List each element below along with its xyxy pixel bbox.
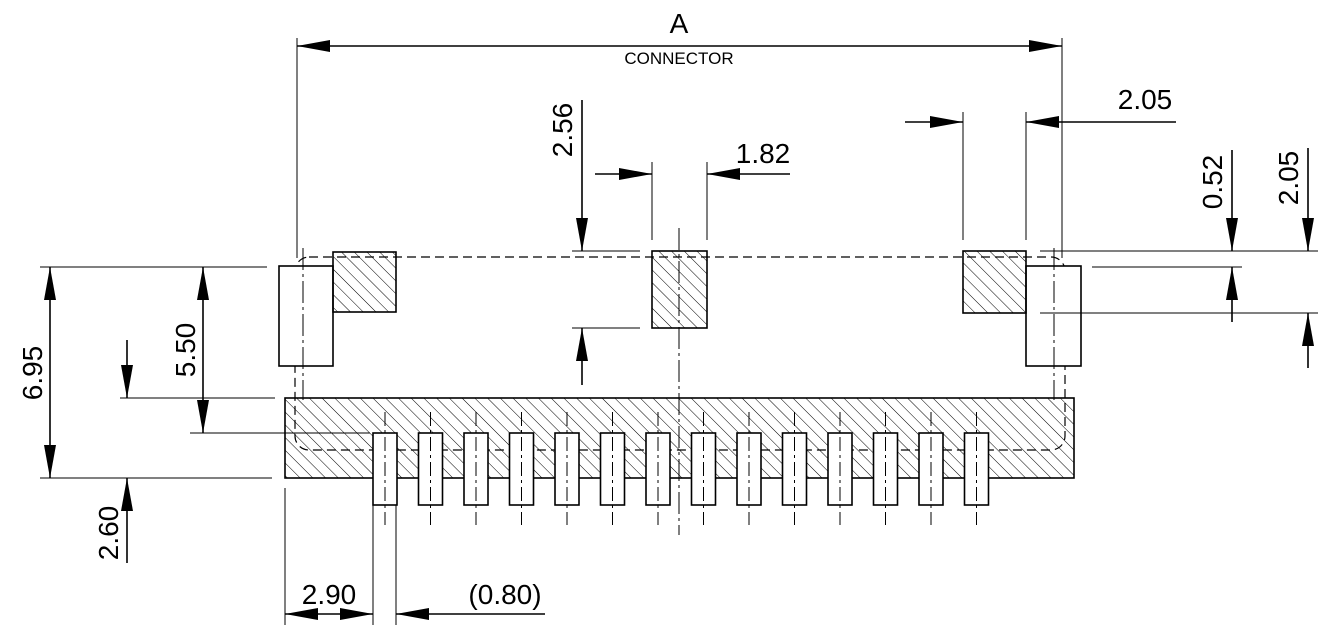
left-mount-pad — [278, 265, 334, 367]
dim-pitch: (0.80) — [468, 579, 541, 610]
overall-label: A — [670, 8, 689, 39]
pin-pad — [463, 412, 489, 525]
pin-pad — [736, 412, 762, 525]
left-hatched-pad — [332, 251, 397, 313]
dim-height-total: 6.95 — [17, 346, 48, 401]
pin-pad — [781, 412, 808, 525]
pin-pad — [918, 412, 944, 525]
pin-pads — [372, 412, 990, 525]
dim-left-offset: 2.90 — [302, 579, 357, 610]
dim-right-height: 2.05 — [1273, 151, 1304, 206]
pin-pad — [690, 412, 717, 525]
dim-right-pad-width: 2.05 — [1118, 84, 1173, 115]
pin-pad — [417, 412, 444, 525]
pin-pad — [827, 412, 853, 525]
overall-dimension-a: A CONNECTOR — [296, 8, 1063, 258]
dimension-center-pad-height: 2.56 — [547, 100, 640, 385]
dim-height-inner: 5.50 — [170, 323, 201, 378]
pin-pad — [372, 412, 398, 525]
dimension-right-pad-width: 2.05 — [905, 84, 1176, 240]
dimension-bottom-offset: 2.60 — [93, 340, 275, 563]
dim-bottom-offset: 2.60 — [93, 506, 124, 561]
dimension-right-step: 0.52 — [1040, 150, 1318, 322]
right-hatched-pad — [962, 250, 1027, 314]
pin-pad — [872, 412, 899, 525]
dim-right-step: 0.52 — [1197, 155, 1228, 210]
dim-center-pad-width: 1.82 — [736, 138, 791, 169]
dimension-right-height: 2.05 — [1040, 148, 1318, 368]
dimension-center-pad-width: 1.82 — [595, 138, 790, 240]
dimension-pitch: (0.80) — [396, 579, 545, 620]
dim-center-pad-height: 2.56 — [547, 103, 578, 158]
pin-pad — [599, 412, 626, 525]
pin-pad — [645, 412, 671, 525]
dimension-height-inner: 5.50 — [170, 267, 370, 434]
overall-sublabel: CONNECTOR — [624, 49, 733, 68]
pin-pad — [554, 412, 580, 525]
pin-pad — [508, 412, 535, 525]
dimension-height-total: 6.95 — [17, 266, 272, 479]
pin-pad — [963, 412, 990, 525]
dimension-left-offset: 2.90 — [284, 488, 397, 625]
